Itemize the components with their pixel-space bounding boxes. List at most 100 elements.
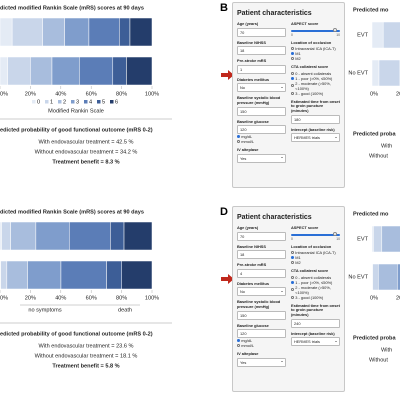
outcome-heading: edicted probability of good functional o…: [0, 331, 153, 337]
select-box[interactable]: HERMES trials: [291, 337, 340, 347]
form-field: ASPECT score 0 10: [291, 225, 340, 241]
axis-tick-label: 80%: [116, 295, 127, 301]
legend-swatch: [110, 100, 114, 104]
axis-tick-label: 0%: [0, 295, 8, 301]
radio-option[interactable]: 0 - absent collaterals: [291, 71, 340, 76]
form-field: Baseline glucose 120 mg/dL mmol/L: [237, 118, 286, 144]
bar-segment: [373, 225, 383, 253]
legend-swatch: [32, 100, 36, 104]
form-field: Age (years) 70: [237, 21, 286, 37]
field-label: Baseline glucose: [237, 118, 269, 124]
select-box[interactable]: No: [237, 287, 286, 297]
field-label: Pre-stroke mRS: [237, 58, 267, 64]
field-label: Location of occlusion: [291, 243, 332, 249]
field-label: Age (years): [237, 225, 259, 230]
radio-option[interactable]: M1: [291, 51, 340, 56]
scale-end-label: no symptoms: [28, 307, 61, 313]
radio-button: [291, 256, 294, 260]
panel-letter: B: [220, 2, 228, 14]
text-input: 150: [237, 106, 286, 116]
radio-option[interactable]: 2 - moderate (>50%, <100%): [291, 285, 340, 295]
select-box[interactable]: No: [237, 83, 286, 93]
radio-button: [291, 71, 294, 75]
radio-option[interactable]: 0 - absent collaterals: [291, 275, 340, 280]
form-field: Baseline NIHSS 18: [237, 39, 286, 56]
form-header: Patient characteristics: [237, 214, 312, 221]
form-columns: Age (years) 70 Baseline NIHSS 18 Pre-stroke …: [237, 21, 340, 167]
legend-swatch: [84, 100, 88, 104]
select-box[interactable]: HERMES trials: [291, 133, 340, 143]
bar-segment: [30, 56, 53, 86]
side-line: Without: [369, 153, 388, 159]
radio-option[interactable]: Intracranial ICA (ICA-T): [291, 250, 340, 255]
radio-option[interactable]: mg/dL: [237, 134, 286, 139]
field-label: Pre-stroke mRS: [237, 262, 267, 268]
side-tick-label: 0%: [370, 295, 378, 301]
field-label: ASPECT score: [291, 21, 319, 26]
text-input: 70: [237, 231, 286, 241]
slider-ends: 0 10: [291, 33, 340, 37]
field-label: Estimated time from onset to groin punct…: [291, 302, 340, 317]
axis-tick-label: 100%: [145, 91, 159, 97]
radio-label: M1: [295, 51, 301, 57]
field-label: Diabetes mellitus: [237, 280, 270, 286]
select-box[interactable]: Yes: [237, 153, 286, 163]
radio-option[interactable]: Intracranial ICA (ICA-T): [291, 46, 340, 51]
form-field: Age (years) 70: [237, 225, 286, 241]
field-label: Baseline systolic blood pressure (mmHg): [237, 95, 281, 105]
form-field: Baseline systolic blood pressure (mmHg) 1…: [237, 95, 286, 116]
radio-option[interactable]: mmol/L: [237, 139, 286, 144]
side-heading: Predicted proba: [353, 335, 396, 341]
radio-button: [291, 251, 294, 255]
field-label: Intercept (baseline risk): [291, 126, 335, 132]
outcome-line: Without endovascular treatment = 18.1 %: [35, 353, 138, 359]
radio-button: [291, 84, 294, 88]
radio-option[interactable]: 2 - moderate (>50%, <100%): [291, 81, 340, 91]
field-label: Age (years): [237, 21, 259, 26]
bar-segment: [381, 225, 400, 253]
side-tick-label: 20%: [396, 91, 400, 97]
radio-button: [291, 280, 294, 284]
radio-option[interactable]: 3 - good (100%): [291, 91, 340, 96]
radio-label: mg/dL: [241, 134, 253, 140]
radio-option[interactable]: mg/dL: [237, 338, 286, 343]
legend-label: 3: [76, 99, 79, 105]
form-panel: Patient characteristics Age (years) 70 Base…: [232, 206, 345, 392]
radio-option[interactable]: mmol/L: [237, 343, 286, 348]
form-column: Age (years) 70 Baseline NIHSS 18 Pre-stroke …: [237, 225, 286, 371]
axis-tick-label: 40%: [55, 91, 66, 97]
radio-label: mg/dL: [241, 338, 253, 344]
radio-option[interactable]: M2: [291, 260, 340, 265]
radio-label: 2 - moderate (>50%, <100%): [295, 80, 331, 91]
side-bars: [371, 21, 400, 87]
bar-segment: [123, 221, 153, 251]
form-field: Diabetes mellitus No: [237, 77, 286, 93]
legend-swatch: [71, 100, 75, 104]
radio-label: 1 - poor (>0%, ≤50%): [295, 75, 333, 81]
slider-min: 0: [291, 236, 293, 241]
form-column: ASPECT score 0 10 Location of occlusion Intr…: [291, 21, 340, 167]
outcome-line: Without endovascular treatment = 34.2 %: [35, 149, 138, 155]
radio-option[interactable]: 1 - poor (>0%, ≤50%): [291, 280, 340, 285]
side-bar-label: No EVT: [348, 70, 368, 76]
panel-letter: D: [220, 206, 228, 218]
text-input: 120: [237, 125, 286, 135]
text-input: 120: [237, 329, 286, 339]
radio-label: mmol/L: [241, 343, 255, 349]
radio-option[interactable]: M2: [291, 56, 340, 61]
text-input: 180: [291, 114, 340, 124]
radio-option[interactable]: M1: [291, 255, 340, 260]
bar-segment: [10, 221, 37, 251]
treatment-benefit: Treatment benefit = 5.8 %: [52, 363, 119, 369]
field-label: Estimated time from onset to groin punct…: [291, 98, 340, 113]
form-field: Baseline glucose 120 mg/dL mmol/L: [237, 323, 286, 348]
bar-segment: [378, 263, 398, 291]
legend-swatch: [58, 100, 62, 104]
radio-label: mmol/L: [241, 139, 255, 145]
radio-option[interactable]: 3 - good (100%): [291, 295, 340, 300]
radio-option[interactable]: 1 - poor (>0%, ≤50%): [291, 76, 340, 81]
select-box[interactable]: Yes: [237, 357, 286, 367]
axis-tick-label: 40%: [55, 295, 66, 301]
field-label: Baseline NIHSS: [237, 39, 266, 45]
radio-label: M1: [295, 255, 301, 261]
